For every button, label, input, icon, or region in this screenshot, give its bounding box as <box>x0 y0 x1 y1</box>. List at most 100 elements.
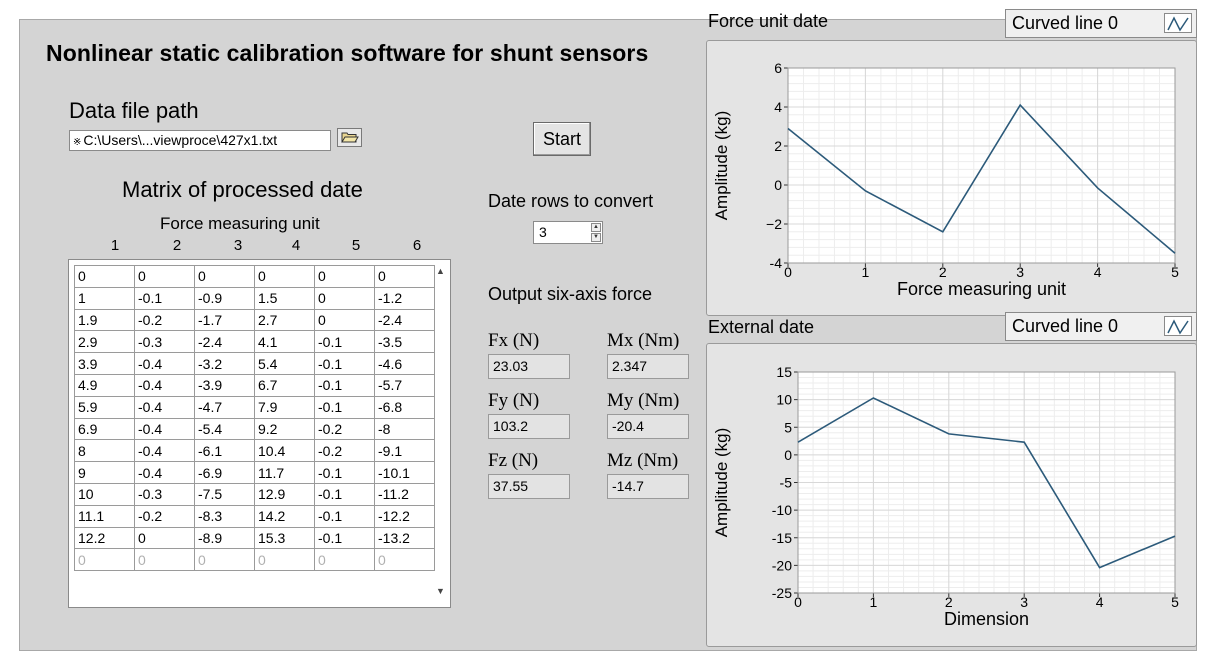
table-cell[interactable]: -0.1 <box>134 286 195 310</box>
table-cell[interactable]: -1.7 <box>194 308 255 332</box>
scroll-down-arrow-icon[interactable]: ▼ <box>436 586 445 596</box>
table-cell[interactable]: 1.5 <box>254 286 315 310</box>
table-cell[interactable]: 4.1 <box>254 330 315 354</box>
table-cell[interactable]: 0 <box>314 548 375 572</box>
table-cell[interactable]: 0 <box>134 548 195 572</box>
table-cell[interactable]: 14.2 <box>254 504 315 528</box>
table-cell[interactable]: -0.4 <box>134 373 195 397</box>
table-cell[interactable]: 9.2 <box>254 417 315 441</box>
table-cell[interactable]: 9 <box>74 461 135 484</box>
table-cell[interactable]: -5.4 <box>194 417 255 441</box>
table-cell[interactable]: 1 <box>74 286 135 310</box>
table-cell[interactable]: -6.1 <box>194 439 255 463</box>
table-cell[interactable]: -3.2 <box>194 352 255 375</box>
table-cell[interactable]: -0.1 <box>314 461 375 484</box>
table-cell[interactable]: -0.9 <box>194 286 255 310</box>
table-cell[interactable]: 0 <box>374 548 435 572</box>
table-cell[interactable]: -0.1 <box>314 373 375 397</box>
file-path-input[interactable]: ※ C:\Users\...viewproce\427x1.txt <box>69 130 331 151</box>
table-cell[interactable]: 6.9 <box>74 417 135 441</box>
table-cell[interactable]: 3.9 <box>74 352 135 375</box>
table-cell[interactable]: -0.3 <box>134 482 195 506</box>
external-chart-legend[interactable]: Curved line 0 <box>1005 312 1197 341</box>
table-cell[interactable]: -9.1 <box>374 439 435 463</box>
table-cell[interactable]: -6.9 <box>194 461 255 484</box>
table-cell[interactable]: -0.1 <box>314 395 375 419</box>
table-cell[interactable]: -4.7 <box>194 395 255 419</box>
table-cell[interactable]: -0.2 <box>314 417 375 441</box>
table-cell[interactable]: -0.1 <box>314 352 375 375</box>
table-cell[interactable]: 2.9 <box>74 330 135 354</box>
table-cell[interactable]: -0.2 <box>134 504 195 528</box>
browse-button[interactable] <box>337 128 362 147</box>
table-row: 10 -0.3 -7.5 12.9 -0.1 -11.2 <box>74 482 435 506</box>
table-cell[interactable]: -0.4 <box>134 417 195 441</box>
table-cell[interactable]: 7.9 <box>254 395 315 419</box>
table-cell[interactable]: 0 <box>194 265 255 288</box>
table-cell[interactable]: 10 <box>74 482 135 506</box>
table-cell[interactable]: -3.9 <box>194 373 255 397</box>
table-cell[interactable]: -0.1 <box>314 504 375 528</box>
table-cell[interactable]: -0.1 <box>314 526 375 550</box>
table-cell[interactable]: -4.6 <box>374 352 435 375</box>
table-cell[interactable]: 15.3 <box>254 526 315 550</box>
table-cell[interactable]: 12.9 <box>254 482 315 506</box>
table-cell[interactable]: -0.2 <box>134 308 195 332</box>
table-cell[interactable]: 0 <box>254 548 315 572</box>
matrix-table[interactable]: 0 0 0 0 0 0 1 -0.1 -0.9 1.5 0 -1.2 1.9 -0.2 -1.7 2.7 0 -2… <box>68 259 451 608</box>
table-cell[interactable]: -0.1 <box>314 482 375 506</box>
table-cell[interactable]: -8.3 <box>194 504 255 528</box>
table-cell[interactable]: 1.9 <box>74 308 135 332</box>
table-cell[interactable]: -13.2 <box>374 526 435 550</box>
table-cell[interactable]: 5.4 <box>254 352 315 375</box>
rows-to-convert-input[interactable]: 3 <box>533 221 603 244</box>
table-cell[interactable]: -11.2 <box>374 482 435 506</box>
table-cell[interactable]: -8.9 <box>194 526 255 550</box>
table-cell[interactable]: -0.4 <box>134 439 195 463</box>
table-cell[interactable]: 10.4 <box>254 439 315 463</box>
table-cell[interactable]: 0 <box>134 526 195 550</box>
decrement-arrow-icon[interactable]: ▼ <box>591 233 601 242</box>
table-cell[interactable]: -0.4 <box>134 352 195 375</box>
table-cell[interactable]: -0.4 <box>134 395 195 419</box>
table-cell[interactable]: 0 <box>254 265 315 288</box>
rows-spinner[interactable]: ▲ ▼ <box>591 223 601 242</box>
table-cell[interactable]: 11.1 <box>74 504 135 528</box>
table-cell[interactable]: -1.2 <box>374 286 435 310</box>
table-cell[interactable]: -0.2 <box>314 439 375 463</box>
table-cell[interactable]: 0 <box>74 548 135 572</box>
start-button[interactable]: Start <box>533 122 591 156</box>
table-cell[interactable]: -12.2 <box>374 504 435 528</box>
scroll-up-arrow-icon[interactable]: ▲ <box>436 266 445 276</box>
table-cell[interactable]: 0 <box>134 265 195 288</box>
table-cell[interactable]: 8 <box>74 439 135 463</box>
table-cell[interactable]: 4.9 <box>74 373 135 397</box>
table-cell[interactable]: 0 <box>314 265 375 288</box>
table-cell[interactable]: -5.7 <box>374 373 435 397</box>
external-chart[interactable]: 0 1 2 3 4 5 -25 -20 -15 -10 -5 0 5 10 15 Dimension Ampli… <box>707 344 1198 648</box>
table-cell[interactable]: -7.5 <box>194 482 255 506</box>
table-cell[interactable]: 5.9 <box>74 395 135 419</box>
force-chart[interactable]: 0 1 2 3 4 5 -4 −2 0 2 4 6 Force measuring unit Amplit… <box>707 41 1198 317</box>
table-cell[interactable]: 0 <box>194 548 255 572</box>
table-cell[interactable]: 0 <box>374 265 435 288</box>
increment-arrow-icon[interactable]: ▲ <box>591 223 601 232</box>
table-cell[interactable]: 2.7 <box>254 308 315 332</box>
table-cell[interactable]: -6.8 <box>374 395 435 419</box>
table-cell[interactable]: -2.4 <box>194 330 255 354</box>
force-chart-legend[interactable]: Curved line 0 <box>1005 9 1197 38</box>
table-cell[interactable]: 12.2 <box>74 526 135 550</box>
table-cell[interactable]: 0 <box>314 286 375 310</box>
table-cell[interactable]: 6.7 <box>254 373 315 397</box>
table-cell[interactable]: -0.1 <box>314 330 375 354</box>
table-cell[interactable]: 11.7 <box>254 461 315 484</box>
table-cell[interactable]: -8 <box>374 417 435 441</box>
table-cell[interactable]: 0 <box>314 308 375 332</box>
table-cell[interactable]: -0.3 <box>134 330 195 354</box>
column-header-5: 5 <box>351 237 361 254</box>
table-cell[interactable]: -2.4 <box>374 308 435 332</box>
table-cell[interactable]: -10.1 <box>374 461 435 484</box>
table-cell[interactable]: -3.5 <box>374 330 435 354</box>
table-cell[interactable]: -0.4 <box>134 461 195 484</box>
table-cell[interactable]: 0 <box>74 265 135 288</box>
